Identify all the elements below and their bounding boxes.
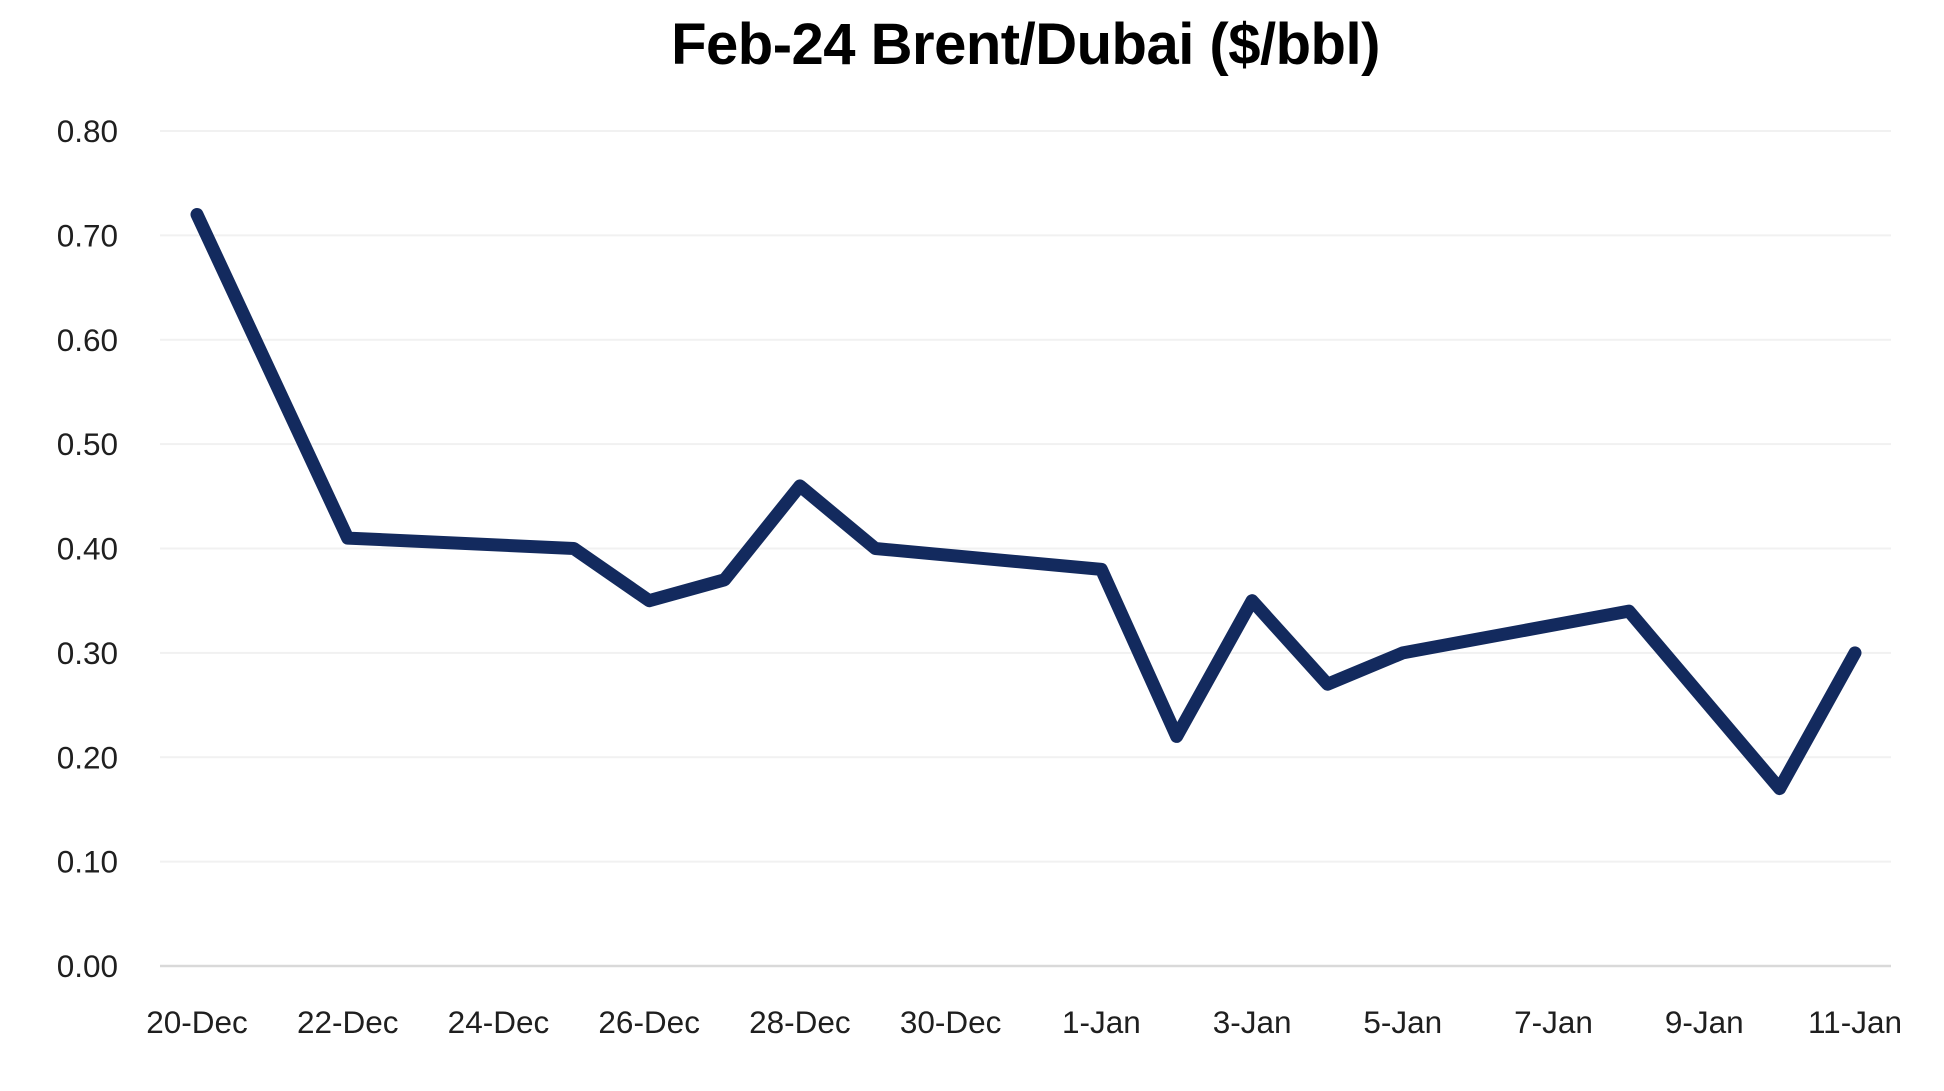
x-axis-label-9-Jan: 9-Jan xyxy=(1665,1004,1744,1040)
x-axis-label-28-Dec: 28-Dec xyxy=(749,1004,851,1040)
y-axis-label-0.60: 0.60 xyxy=(57,322,118,358)
y-axis-label-0.40: 0.40 xyxy=(57,531,118,567)
x-axis-label-7-Jan: 7-Jan xyxy=(1514,1004,1593,1040)
x-axis-label-24-Dec: 24-Dec xyxy=(448,1004,550,1040)
y-axis-label-0.80: 0.80 xyxy=(57,113,118,149)
x-axis-label-5-Jan: 5-Jan xyxy=(1363,1004,1442,1040)
chart-title: Feb-24 Brent/Dubai ($/bbl) xyxy=(671,12,1380,77)
price-line-series xyxy=(190,208,1862,796)
x-axis-label-20-Dec: 20-Dec xyxy=(146,1004,248,1040)
y-axis-label-0.00: 0.00 xyxy=(57,948,118,984)
x-axis-label-3-Jan: 3-Jan xyxy=(1213,1004,1292,1040)
y-axis-label-0.30: 0.30 xyxy=(57,635,118,671)
y-axis-label-0.70: 0.70 xyxy=(57,217,118,253)
y-axis-label-0.10: 0.10 xyxy=(57,844,118,880)
y-axis-label-0.50: 0.50 xyxy=(57,426,118,462)
x-axis-label-22-Dec: 22-Dec xyxy=(297,1004,399,1040)
x-axis-label-11-Jan: 11-Jan xyxy=(1808,1004,1902,1040)
y-axis-label-0.20: 0.20 xyxy=(57,739,118,775)
x-axis-label-26-Dec: 26-Dec xyxy=(598,1004,700,1040)
x-axis-label-30-Dec: 30-Dec xyxy=(900,1004,1002,1040)
x-axis-label-1-Jan: 1-Jan xyxy=(1062,1004,1141,1040)
